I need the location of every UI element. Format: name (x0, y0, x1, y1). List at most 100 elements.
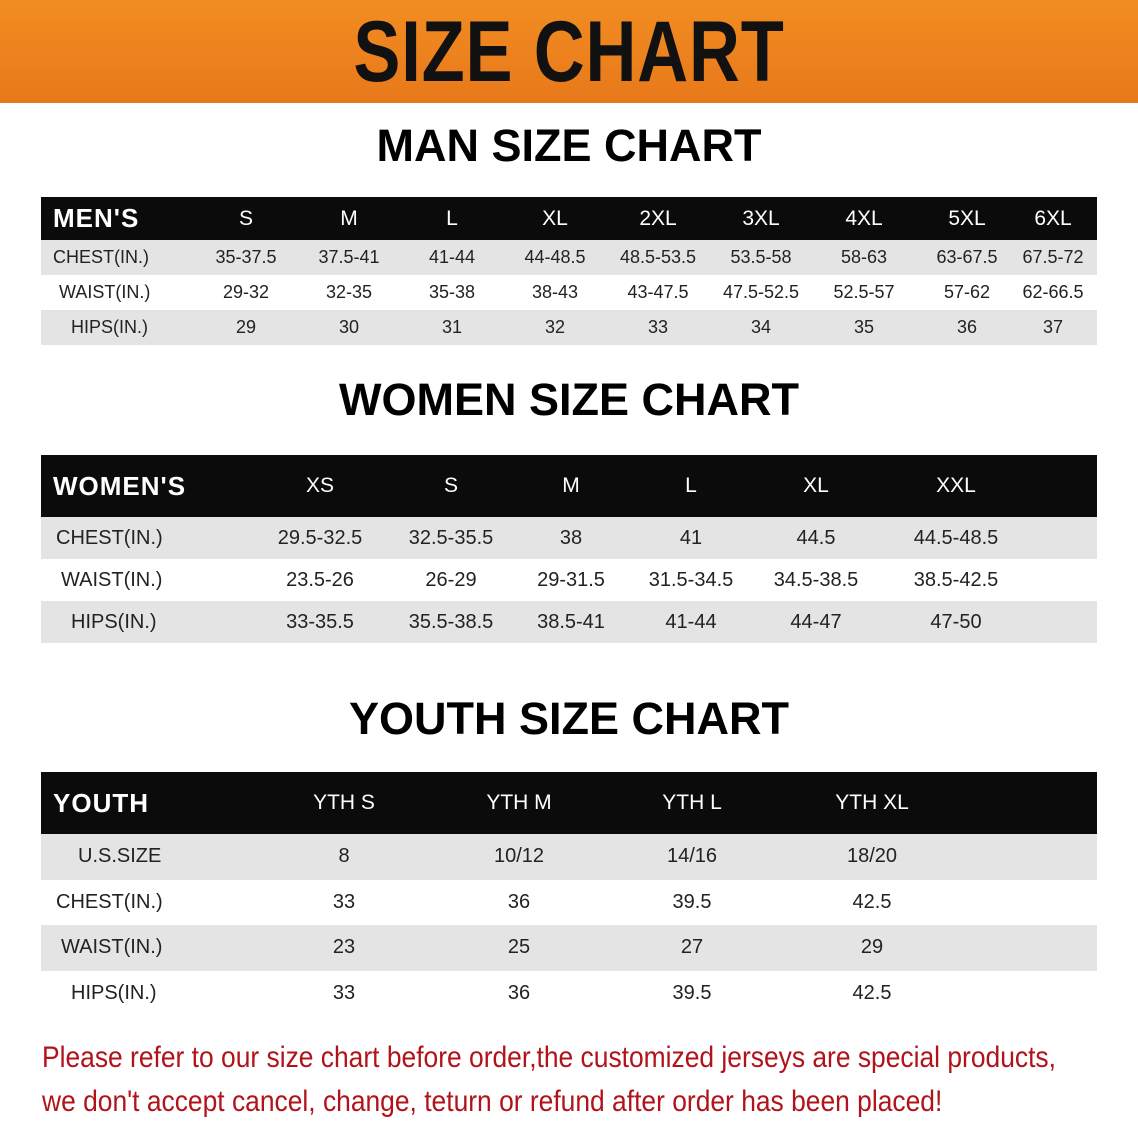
measurement-value: 38.5-42.5 (913, 569, 999, 591)
size-column-header: S (443, 474, 459, 497)
table-row: HIPS(IN.) 29 30 31 32 33 34 35 36 37 (41, 310, 1097, 345)
size-column-header: XXL (936, 474, 976, 497)
size-column-header: L (446, 207, 458, 230)
measurement-value: 62-66.5 (1022, 282, 1084, 302)
banner-title: SIZE CHART (353, 4, 785, 100)
measurement-value: 31 (441, 317, 463, 337)
measurement-value: 29-31.5 (537, 569, 605, 591)
measurement-value: 37 (1042, 317, 1064, 337)
size-column-header: YTH L (662, 791, 722, 814)
table-header-row: MEN'S S M L XL 2XL 3XL 4XL 5XL 6XL (41, 197, 1097, 240)
measurement-value: 29 (235, 317, 257, 337)
size-column-header: 3XL (742, 207, 780, 230)
measurement-value: 39.5 (672, 890, 712, 913)
size-column-header: M (562, 474, 580, 497)
measurement-value: 23.5-26 (286, 569, 354, 591)
measurement-value: 32-35 (325, 282, 373, 302)
measurement-label: WAIST(IN.) (61, 569, 163, 591)
measurement-value: 35.5-38.5 (408, 611, 494, 633)
table-row: HIPS(IN.) 33 36 39.5 42.5 (41, 970, 1097, 1016)
measurement-value: 36 (507, 890, 531, 913)
women-section-title: WOMEN SIZE CHART (339, 374, 799, 425)
measurement-value: 37.5-41 (318, 247, 380, 267)
measurement-value: 23 (332, 936, 356, 958)
size-column-header: YTH XL (835, 791, 909, 814)
notice-line-2: we don't accept cancel, change, teturn o… (42, 1085, 943, 1118)
measurement-value: 41-44 (665, 611, 717, 633)
table-row: WAIST(IN.) 23.5-26 26-29 29-31.5 31.5-34.5 34… (41, 559, 1097, 601)
table-header-row: YOUTH YTH S YTH M YTH L YTH XL (41, 772, 1097, 834)
men-size-table: MEN'S S M L XL 2XL 3XL 4XL 5XL 6XL CHEST(IN.) 35-37… (41, 197, 1097, 345)
measurement-value: 44.5-48.5 (913, 527, 999, 549)
measurement-value: 10/12 (493, 845, 545, 867)
measurement-value: 39.5 (672, 981, 712, 1004)
measurement-value: 35-38 (428, 282, 476, 302)
measurement-value: 63-67.5 (936, 247, 998, 267)
measurement-value: 38.5-41 (537, 611, 605, 633)
measurement-value: 25 (507, 936, 531, 958)
measurement-value: 34.5-38.5 (773, 569, 859, 591)
size-column-header: 6XL (1034, 207, 1072, 230)
measurement-value: 29.5-32.5 (277, 527, 363, 549)
table-title-cell: WOMEN'S (53, 471, 187, 501)
measurement-value: 38 (559, 527, 583, 549)
measurement-value: 67.5-72 (1022, 247, 1084, 267)
measurement-value: 44-47 (790, 611, 842, 633)
measurement-value: 57-62 (943, 282, 991, 302)
table-title-cell: YOUTH (53, 788, 149, 818)
size-column-header: S (238, 207, 254, 230)
measurement-value: 18/20 (846, 845, 898, 867)
men-section-title: MAN SIZE CHART (376, 120, 762, 171)
measurement-value: 36 (507, 981, 531, 1004)
women-size-table: WOMEN'S XS S M L XL XXL CHEST(IN.) 29.5-32.5 32.5… (41, 455, 1097, 643)
size-column-header: XL (803, 474, 829, 497)
measurement-value: 42.5 (852, 981, 892, 1004)
measurement-value: 47.5-52.5 (722, 282, 800, 302)
size-column-header: XS (305, 474, 335, 497)
table-title-cell: MEN'S (53, 203, 140, 233)
measurement-label: CHEST(IN.) (56, 890, 163, 913)
measurement-value: 33 (647, 317, 669, 337)
measurement-value: 31.5-34.5 (648, 569, 734, 591)
measurement-value: 8 (338, 845, 350, 867)
table-row: CHEST(IN.) 33 36 39.5 42.5 (41, 879, 1097, 925)
youth-section-title: YOUTH SIZE CHART (348, 693, 789, 744)
banner: SIZE CHART (0, 0, 1138, 103)
measurement-value: 44-48.5 (524, 247, 586, 267)
table-row: U.S.SIZE 8 10/12 14/16 18/20 (41, 834, 1097, 880)
measurement-value: 48.5-53.5 (619, 247, 697, 267)
size-column-header: M (340, 207, 358, 230)
measurement-value: 33-35.5 (286, 611, 354, 633)
measurement-value: 35 (853, 317, 875, 337)
measurement-value: 33 (332, 981, 356, 1004)
notice-line-1: Please refer to our size chart before or… (42, 1041, 1056, 1074)
youth-size-table: YOUTH YTH S YTH M YTH L YTH XL U.S.SIZE 8 10/12… (41, 772, 1097, 1016)
measurement-label: CHEST(IN.) (56, 527, 163, 549)
measurement-value: 29 (860, 936, 884, 958)
measurement-value: 30 (338, 317, 360, 337)
size-column-header: YTH S (313, 791, 375, 814)
measurement-value: 32 (544, 317, 566, 337)
table-header-row: WOMEN'S XS S M L XL XXL (41, 455, 1097, 517)
size-column-header: 4XL (845, 207, 883, 230)
size-column-header: YTH M (486, 791, 552, 814)
size-column-header: 5XL (948, 207, 986, 230)
size-column-header: L (685, 474, 697, 497)
measurement-value: 26-29 (425, 569, 477, 591)
measurement-label: U.S.SIZE (78, 845, 162, 867)
measurement-value: 52.5-57 (833, 282, 895, 302)
measurement-value: 47-50 (930, 611, 982, 633)
table-row: CHEST(IN.) 35-37.5 37.5-41 41-44 44-48.5 48.5… (41, 240, 1097, 275)
measurement-value: 33 (332, 890, 356, 913)
measurement-value: 43-47.5 (627, 282, 689, 302)
measurement-label: HIPS(IN.) (71, 317, 149, 337)
measurement-label: CHEST(IN.) (53, 247, 149, 267)
order-notice: Please refer to our size chart before or… (42, 1036, 1056, 1124)
measurement-label: WAIST(IN.) (61, 936, 163, 958)
measurement-value: 41 (679, 527, 703, 549)
measurement-value: 34 (750, 317, 772, 337)
measurement-value: 29-32 (222, 282, 270, 302)
measurement-value: 44.5 (796, 527, 836, 549)
measurement-value: 36 (956, 317, 978, 337)
table-row: CHEST(IN.) 29.5-32.5 32.5-35.5 38 41 44.5 44.5… (41, 517, 1097, 559)
